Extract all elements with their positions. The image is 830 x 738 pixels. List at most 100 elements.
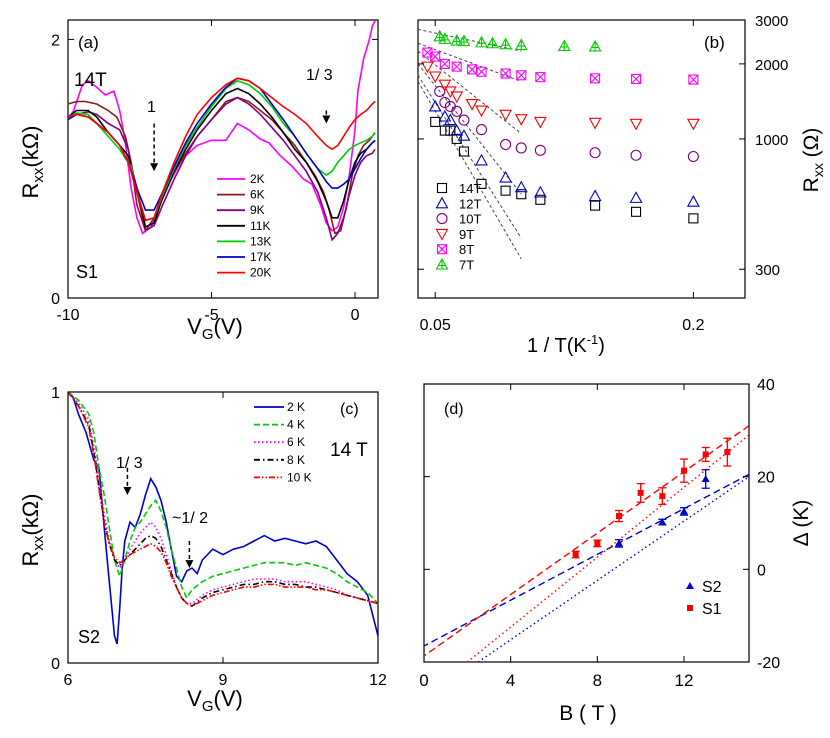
panel-a-field-label: 14T [74, 70, 107, 91]
point-7t [486, 36, 499, 49]
arrow-head-2 [322, 115, 331, 124]
point-12t [428, 99, 442, 112]
point-8t [516, 70, 527, 81]
point-12t [588, 189, 602, 202]
point-7t [450, 33, 464, 46]
panel-c-xlabel-main: V [187, 686, 202, 711]
point-10t [630, 149, 642, 161]
legend-label-11k: 11K [250, 219, 270, 233]
panel-c-label: (c) [340, 401, 359, 418]
panel-b-ytick-label: 1000 [755, 132, 788, 149]
panel-b-ylabel-sub: xx [810, 163, 826, 177]
point-9t [629, 118, 643, 131]
legend-label-6k: 6 K [287, 435, 305, 449]
point-14t [430, 116, 441, 127]
panel-c-legend: 2 K 4 K 6 K 8 K 10 K [254, 400, 312, 484]
point-10t [515, 142, 527, 154]
legend-label-20k: 20K [250, 266, 271, 280]
panel-b: 0.05 0.2 300 1000 2000 3000 (b) 14T12T10T9T8T… [417, 13, 826, 357]
point-7t [475, 35, 488, 48]
point-14t [476, 178, 487, 189]
point-9t [514, 114, 528, 126]
panel-b-xtick-label: 0.05 [420, 317, 451, 334]
point-s1 [680, 458, 688, 483]
panel-d-ylabel: Δ (K) [790, 500, 813, 547]
legend-marker-7t [435, 257, 449, 270]
series-line-8k [68, 392, 378, 608]
panel-d-fit-lines [424, 425, 749, 662]
point-s2 [658, 518, 667, 526]
point-s2 [615, 539, 623, 548]
point-14t [439, 125, 450, 136]
point-7t [557, 39, 571, 52]
legend-label-17k: 17K [250, 250, 271, 264]
point-10t [500, 138, 512, 151]
legend-marker-s2 [686, 582, 694, 589]
panel-c-ytick-label: 0 [51, 656, 60, 673]
panel-b-ylabel-tail: (Ω) [800, 128, 823, 164]
panel-c-field-label: 14 T [330, 440, 368, 461]
legend-label-8k: 8 K [287, 453, 305, 467]
point-7t [433, 29, 447, 42]
point-9t [465, 99, 479, 111]
point-10t [534, 144, 546, 156]
point-12t [443, 113, 457, 126]
point-12t [475, 153, 488, 166]
panel-c-xtick-label: 6 [64, 672, 73, 689]
point-12t [514, 180, 528, 193]
panel-d-xtick-label: 8 [593, 671, 602, 690]
panel-c-sample-label: S2 [78, 627, 100, 647]
panel-b-ticks: 0.05 0.2 300 1000 2000 3000 [418, 13, 788, 334]
panel-a-xlabel: VG(V) [187, 314, 243, 343]
point-9t [588, 117, 602, 130]
panel-d-ytick-label: 20 [757, 470, 775, 487]
point-s2 [680, 507, 688, 516]
panel-c-xlabel-sub: G [202, 698, 214, 715]
fit-dashed-s2 [424, 473, 749, 647]
legend-label-9k: 9K [250, 203, 265, 217]
point-s1 [723, 437, 732, 467]
panel-c-ylabel-tail: (kΩ) [18, 494, 43, 536]
panel-c-ticks: 6 9 12 0 1 [51, 385, 387, 689]
point-7t [514, 38, 528, 51]
legend-label-s2: S2 [702, 579, 722, 596]
panel-a-ticks: -10 -5 0 0 2 [51, 20, 378, 324]
point-8t [451, 61, 462, 72]
panel-a-ylabel-sub: xx [30, 167, 47, 183]
series-line-2k [68, 392, 378, 645]
panel-b-ylabel-main: R [800, 177, 823, 192]
point-s1 [636, 482, 645, 503]
series-line-9k [68, 96, 376, 242]
point-7t [499, 37, 513, 50]
point-8t [631, 73, 642, 85]
panel-b-series [421, 29, 700, 224]
point-14t [445, 125, 456, 136]
panel-a-xtick-label: -10 [56, 307, 79, 324]
point-9t [686, 118, 700, 131]
panel-a-xtick-label: 0 [351, 307, 360, 324]
point-8t [430, 51, 441, 62]
point-8t [466, 64, 478, 75]
point-7t [457, 34, 471, 47]
fit-line-12t [418, 75, 522, 239]
point-14t [500, 185, 511, 196]
panel-a-xlabel-tail: (V) [214, 314, 243, 339]
series-line-11k [68, 87, 376, 229]
arrow-head-1 [150, 163, 159, 172]
point-12t [438, 109, 452, 122]
legend-label-6k: 6K [250, 188, 265, 202]
panel-a-sample-label: S1 [76, 262, 98, 282]
panel-d-xtick-label: 0 [419, 671, 428, 690]
panel-d-frame [423, 383, 750, 663]
panel-d-ytick-label: 40 [757, 377, 775, 394]
panel-d-ticks: 0 4 8 12 -20 0 20 40 [419, 377, 780, 690]
point-14t [451, 133, 462, 144]
legend-label-10k: 10 K [287, 470, 312, 484]
point-9t [421, 61, 434, 74]
panel-b-ytick-label: 2000 [755, 57, 788, 74]
fit-line-9t [418, 50, 522, 135]
